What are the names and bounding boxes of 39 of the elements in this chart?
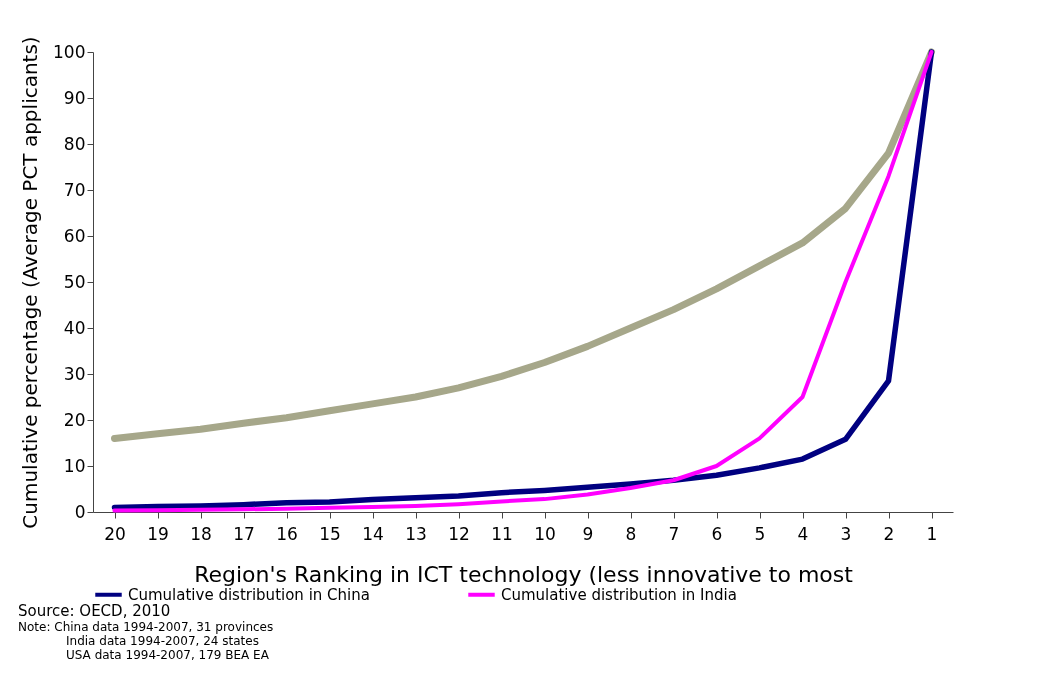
x-tick-label: 2 xyxy=(883,523,895,544)
x-tick-label: 14 xyxy=(362,523,384,544)
x-tick-label: 4 xyxy=(797,523,809,544)
x-axis-title: Region's Ranking in ICT technology (less innovative to most xyxy=(194,561,854,587)
x-tick-label: 16 xyxy=(276,523,298,544)
x-tick-label: 10 xyxy=(534,523,556,544)
y-axis-title: Cumulative percentage (Average PCT applicants) xyxy=(18,36,43,529)
x-tick-label: 5 xyxy=(754,523,766,544)
text: Note: China data 1994-2007, 31 provinces xyxy=(18,620,274,634)
y-tick-label: 0 xyxy=(74,501,86,522)
y-tick-label: 70 xyxy=(63,179,86,200)
x-tick-label: 6 xyxy=(711,523,723,544)
x-tick-label: 12 xyxy=(448,523,470,544)
x-tick-label: 7 xyxy=(668,523,680,544)
x-tick-label: 11 xyxy=(491,523,513,544)
x-tick-label: 19 xyxy=(147,523,169,544)
legend-label: Cumulative distribution in India xyxy=(501,585,737,604)
y-tick-label: 30 xyxy=(63,363,86,384)
x-tick-label: 17 xyxy=(233,523,255,544)
y-tick-label: 90 xyxy=(63,87,86,108)
y-tick-label: 10 xyxy=(63,455,86,476)
x-tick-label: 9 xyxy=(582,523,594,544)
y-tick-label: 20 xyxy=(63,409,86,430)
x-tick-label: 13 xyxy=(405,523,427,544)
text: USA data 1994-2007, 179 BEA EA xyxy=(65,648,270,662)
x-tick-label: 3 xyxy=(840,523,852,544)
x-tick-label: 1 xyxy=(926,523,938,544)
y-tick-label: 100 xyxy=(53,41,86,62)
source-note: Source: OECD, 2010 xyxy=(18,602,172,620)
x-tick-label: 15 xyxy=(319,523,341,544)
legend-label: Cumulative distribution in China xyxy=(128,585,370,604)
y-tick-label: 80 xyxy=(63,133,86,154)
y-tick-label: 60 xyxy=(63,225,86,246)
x-tick-label: 20 xyxy=(104,523,126,544)
x-tick-label: 8 xyxy=(625,523,637,544)
y-tick-label: 40 xyxy=(63,317,86,338)
x-tick-label: 18 xyxy=(190,523,212,544)
y-tick-label: 50 xyxy=(63,271,86,292)
text: India data 1994-2007, 24 states xyxy=(65,634,260,648)
